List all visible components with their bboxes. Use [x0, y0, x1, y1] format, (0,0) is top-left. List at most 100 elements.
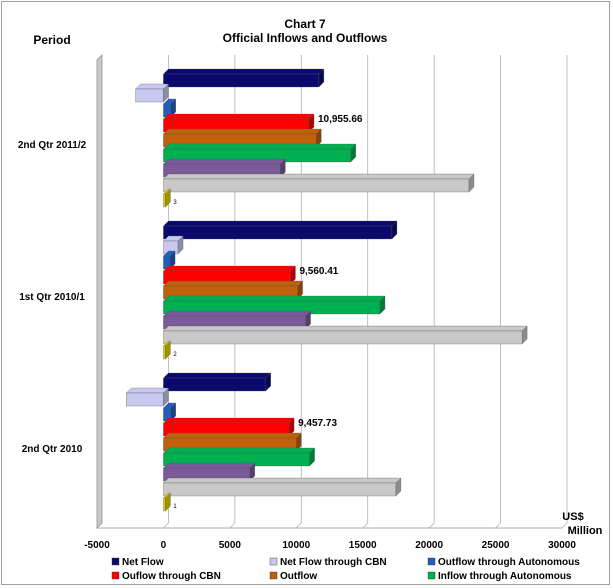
bar-front [163, 193, 166, 208]
legend: Net Flow Net Flow through CBN Outflow thro… [111, 557, 580, 582]
bar [163, 158, 286, 178]
category-label: 2nd Qtr 2011/2 [18, 140, 87, 151]
legend-swatch [427, 557, 436, 566]
category-label: 1st Qtr 2010/1 [19, 292, 85, 303]
bar [163, 325, 528, 345]
bar-top [163, 173, 475, 180]
bar [163, 492, 171, 512]
bar [163, 265, 296, 285]
bar-top [163, 68, 325, 75]
bar-front [163, 330, 523, 345]
bar-side [297, 280, 303, 300]
bar-side [379, 295, 386, 315]
x-tick-label: 15000 [349, 540, 377, 551]
legend-item: Inflow through Autonomous [427, 571, 572, 582]
value-axis-label: US$ Million [562, 511, 602, 537]
bar-top [163, 158, 286, 165]
legend-swatch [111, 571, 120, 580]
grid-line-depth [561, 522, 568, 529]
grid-line-depth [163, 522, 169, 529]
bar [163, 432, 302, 452]
bar-side [296, 432, 302, 452]
legend-swatch [269, 557, 278, 566]
bar [163, 447, 315, 467]
bar-front [126, 392, 164, 407]
bar-front [163, 225, 393, 240]
bar-side [309, 447, 315, 467]
x-tick-label: 5000 [219, 540, 242, 551]
bar [163, 113, 315, 133]
chart-wall [96, 54, 103, 529]
data-label: 9,457.73 [298, 418, 337, 429]
bar-front [163, 482, 397, 497]
bar-top [163, 325, 528, 332]
bar-side [165, 340, 171, 360]
legend-label: Net Flow [122, 557, 164, 568]
bar-side [169, 250, 176, 270]
bar-top [163, 432, 302, 439]
bar [163, 98, 177, 118]
bar-top [135, 83, 169, 90]
bar-side [165, 492, 171, 512]
bar-top [163, 372, 272, 379]
legend-swatch [269, 571, 278, 580]
bar-top [163, 220, 398, 227]
legend-item: Outflow through Autonomous [427, 557, 580, 568]
bar [125, 387, 169, 407]
x-tick-label: 30000 [548, 540, 576, 551]
grid-line-depth [428, 522, 435, 529]
legend-swatch [427, 571, 436, 580]
chart-title: Chart 7 [284, 17, 326, 31]
bar [163, 340, 171, 360]
bar-top [163, 417, 295, 424]
bar-side [395, 477, 402, 497]
bar [163, 310, 311, 330]
bar-side [521, 325, 528, 345]
bar-top [163, 143, 357, 150]
bar [163, 173, 475, 193]
bar-side [316, 128, 322, 148]
bar-side [170, 402, 176, 422]
bar [163, 372, 272, 392]
x-tick-label: 10000 [282, 540, 310, 551]
bar [163, 295, 386, 315]
bar-top [163, 113, 315, 120]
bar-top [163, 265, 296, 272]
bar-side [163, 83, 169, 103]
bar-side [163, 387, 169, 407]
bar-side [280, 158, 286, 178]
legend-item: Outflow [269, 571, 317, 582]
bar-front [163, 178, 470, 193]
bar [163, 188, 171, 208]
legend-label: Outflow through Autonomous [438, 557, 580, 568]
x-tick-label: 20000 [415, 540, 443, 551]
bar [163, 250, 176, 270]
bar-side [391, 220, 398, 240]
grid-line-depth [495, 522, 501, 529]
bar-front [135, 88, 164, 103]
bar [163, 477, 402, 497]
bar-side [265, 372, 271, 392]
bar-front [163, 345, 166, 360]
bar-top [163, 280, 303, 287]
bar-front [163, 377, 266, 392]
legend-label: Inflow through Autonomous [438, 571, 572, 582]
bar-top [163, 447, 315, 454]
bar-top [163, 128, 322, 135]
bar-top [125, 387, 169, 394]
bar [163, 462, 256, 482]
bar-side [170, 98, 176, 118]
bar-side [468, 173, 475, 193]
x-tick-label: 25000 [482, 540, 510, 551]
bar [163, 417, 295, 437]
labels: -5000 0 5000 10000 15000 20000 25000 30000 US$ Mi… [18, 114, 603, 551]
category-label: 2nd Qtr 2010 [22, 444, 83, 455]
bar [163, 220, 398, 240]
bar-front [163, 73, 320, 88]
grid-line-depth [296, 522, 302, 529]
bar [163, 68, 325, 88]
data-label: 10,955.66 [318, 114, 363, 125]
small-label: 1 [173, 504, 177, 510]
grid-line-depth [229, 522, 236, 529]
